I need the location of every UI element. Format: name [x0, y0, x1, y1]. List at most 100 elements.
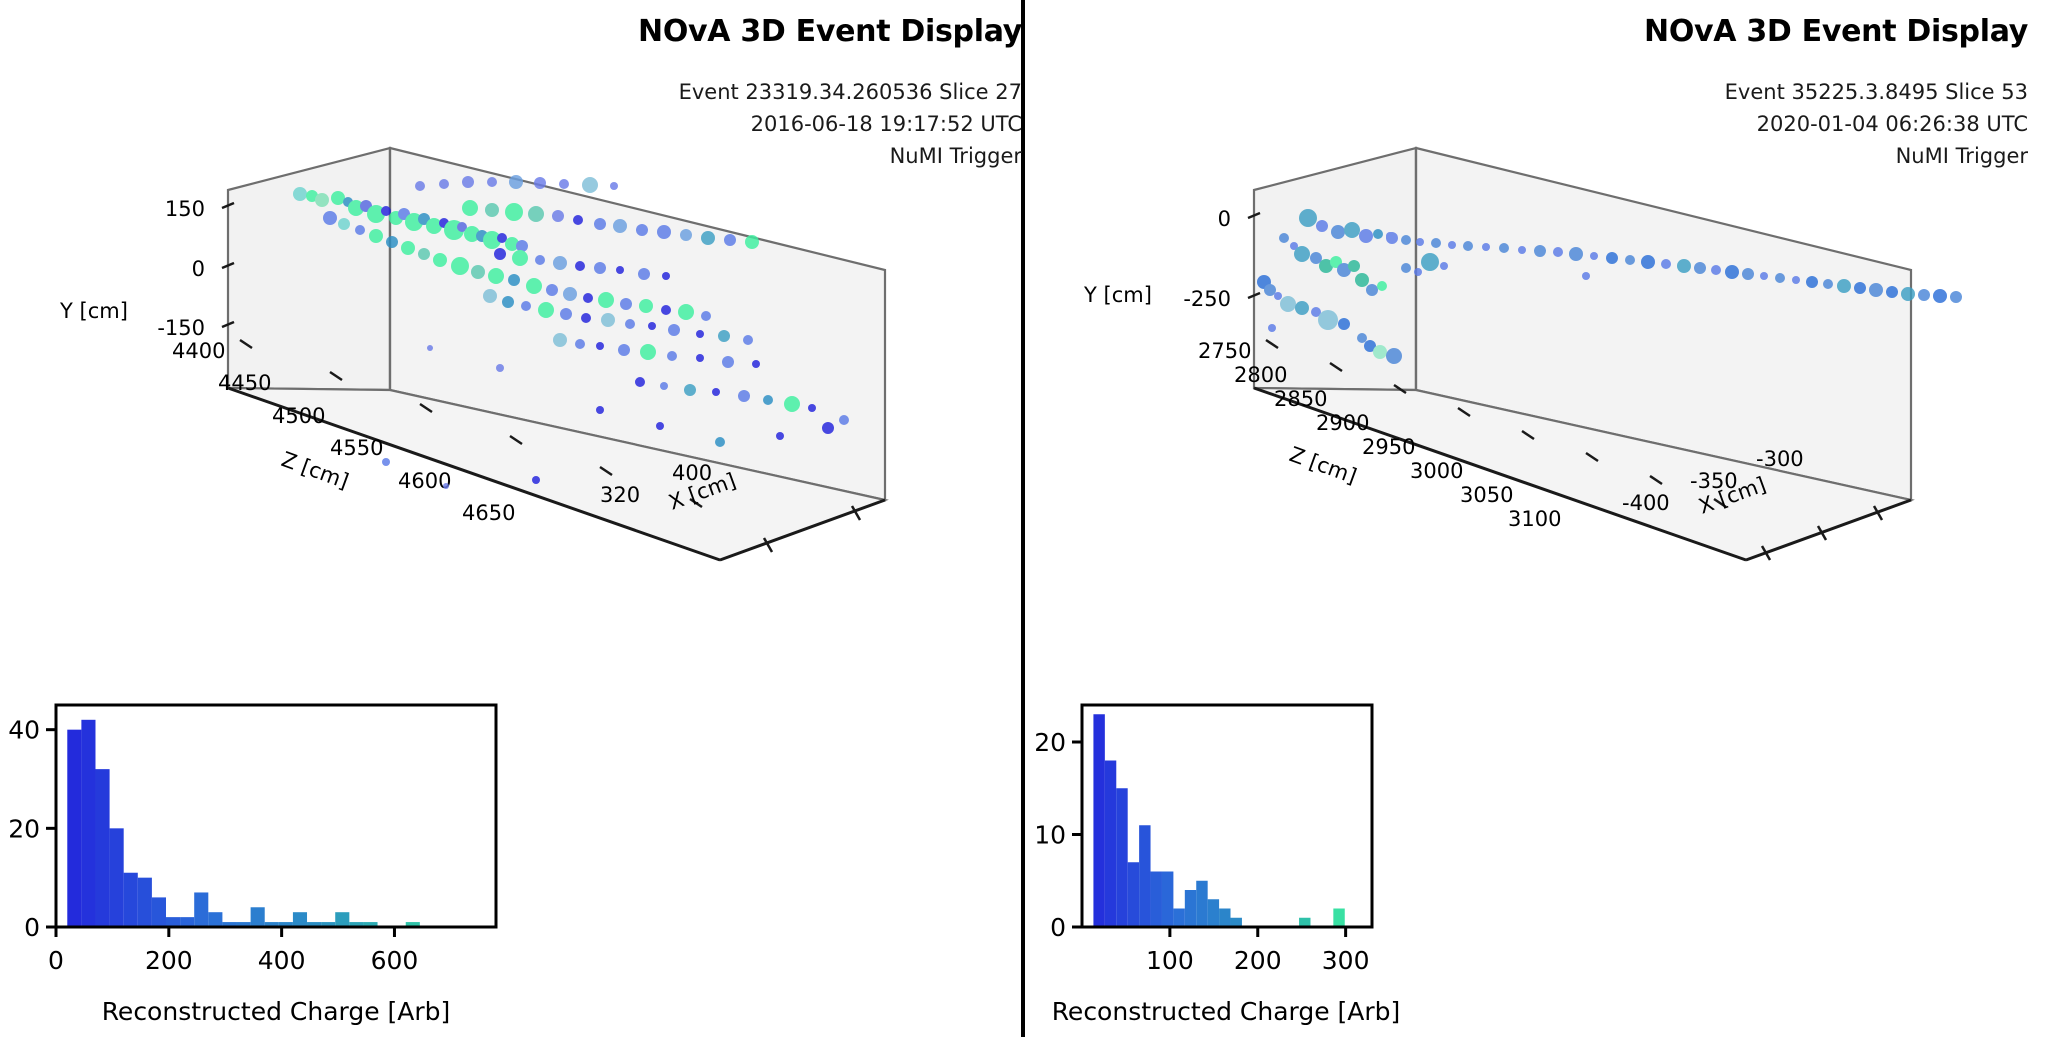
hist-bar: [1196, 880, 1208, 927]
hist-bar: [405, 922, 420, 927]
y-axis-label: Y [cm]: [1083, 283, 1152, 307]
hist-bar: [250, 907, 265, 927]
hist-frame: [54, 703, 498, 929]
hist-frame: [1080, 703, 1374, 929]
hist-y-tick: 0: [1050, 913, 1066, 942]
z-tick-1: 4450: [218, 371, 271, 395]
z-tick-1: 2800: [1234, 363, 1287, 387]
z-tick-0: 4400: [172, 339, 225, 363]
hist-bar: [123, 872, 138, 927]
hist-bar: [1230, 917, 1242, 927]
x-tick-2: -300: [1756, 447, 1804, 471]
hist-bar: [349, 922, 364, 927]
x-tick-0: 320: [600, 483, 640, 507]
hist-y-axis-left: 0 20 40: [8, 716, 56, 942]
hist-bar: [1116, 788, 1128, 927]
z-tick-4: 2950: [1362, 435, 1415, 459]
hist-x-tick: 200: [1234, 946, 1282, 975]
hist-x-tick: 0: [48, 946, 64, 975]
z-tick-3: 4550: [330, 436, 383, 460]
hist-bar: [1173, 908, 1185, 927]
z-tick-2: 4500: [272, 404, 325, 428]
hist-bar: [109, 828, 124, 927]
hist-bar: [1207, 899, 1220, 927]
z-axis: 2750 2800 2850 2900 2950 3000 3050 3100 …: [1198, 338, 1747, 562]
hist-bar: [1219, 908, 1231, 927]
hist-x-axis-left: 0 200 400 600: [48, 927, 418, 975]
z-tick-6: 3050: [1460, 483, 1513, 507]
hist-bar: [307, 922, 322, 927]
hist-bar: [222, 922, 237, 927]
hist-bar: [1299, 917, 1311, 927]
hist-bar: [363, 922, 378, 927]
z-tick-2: 2850: [1274, 387, 1327, 411]
hist-y-tick: 20: [8, 814, 40, 843]
hist-x-label: Reconstructed Charge [Arb]: [1052, 997, 1401, 1026]
charge-histogram-right[interactable]: 0 10 20 100 200 300 Reconstructed Charge [Ar…: [1026, 690, 2048, 1037]
hist-bar: [1150, 871, 1162, 927]
event-panel-left: NOvA 3D Event Display Event 23319.34.260…: [0, 0, 1022, 1037]
page-title: NOvA 3D Event Display: [1644, 14, 2028, 49]
y-axis-label: Y [cm]: [59, 299, 128, 323]
hist-bar: [1093, 714, 1105, 927]
hist-bar: [208, 912, 223, 927]
hist-y-axis-right: 0 10 20: [1034, 728, 1082, 942]
x-tick-0: -400: [1622, 491, 1670, 515]
hist-bar: [1161, 871, 1174, 927]
x-tick-1: -350: [1690, 469, 1738, 493]
x-tick-1: 400: [672, 461, 712, 485]
hist-bar: [1139, 825, 1151, 927]
event-id-text: Event 23319.34.260536 Slice 27: [678, 80, 1022, 104]
event-panel-right: NOvA 3D Event Display Event 35225.3.8495…: [1026, 0, 2048, 1037]
z-tick-0: 2750: [1198, 339, 1251, 363]
y-tick-1: -250: [1183, 287, 1231, 311]
hit-points: [1257, 209, 1962, 364]
hist-bars-right: [1093, 714, 1345, 927]
trigger-text: NuMI Trigger: [889, 144, 1022, 168]
hist-bar: [151, 897, 166, 927]
y-tick-2: -150: [157, 316, 205, 340]
scatter-3d-right[interactable]: 0 -250 Y [cm] 2750 2800 2850 2900 2950 3: [1026, 90, 2048, 680]
z-axis-label: Z [cm]: [1286, 442, 1359, 488]
hist-bar: [1104, 760, 1117, 927]
panel-divider: [1021, 0, 1025, 1037]
hist-bar: [236, 922, 251, 927]
axes-panes: [1252, 146, 1915, 562]
hist-y-tick: 10: [1034, 821, 1066, 850]
hist-x-tick: 600: [371, 946, 419, 975]
hist-bar: [67, 729, 82, 927]
z-tick-3: 2900: [1316, 411, 1369, 435]
hist-bar: [194, 892, 209, 927]
hist-y-tick: 20: [1034, 728, 1066, 757]
hist-bars-left: [67, 719, 420, 927]
hist-bar: [321, 922, 336, 927]
page-title: NOvA 3D Event Display: [638, 14, 1022, 49]
timestamp-text: 2016-06-18 19:17:52 UTC: [750, 112, 1022, 136]
z-tick-5: 3000: [1410, 459, 1463, 483]
z-tick-5: 4650: [462, 501, 515, 525]
y-axis: 0 -250 Y [cm]: [1083, 207, 1261, 311]
y-tick-0: 150: [165, 197, 205, 221]
y-axis: 150 0 -150 Y [cm]: [59, 197, 235, 340]
hist-x-tick: 200: [145, 946, 193, 975]
hist-bar: [166, 917, 181, 927]
charge-histogram-left[interactable]: 0 20 40 0 200 400 600 Reconstructed Charge [A…: [0, 690, 1022, 1037]
hist-x-tick: 100: [1146, 946, 1194, 975]
hist-x-axis-right: 100 200 300: [1146, 927, 1369, 975]
hist-bar: [278, 922, 293, 927]
hist-x-tick: 400: [258, 946, 306, 975]
hist-y-tick: 40: [8, 716, 40, 745]
z-tick-7: 3100: [1508, 507, 1561, 531]
hist-bar: [81, 719, 96, 927]
y-tick-0: 0: [1218, 207, 1231, 231]
hist-bar: [180, 917, 195, 927]
hit-points: [293, 175, 849, 489]
hist-bar: [292, 912, 308, 927]
hist-bar: [335, 912, 350, 927]
hist-y-tick: 0: [24, 913, 40, 942]
hist-bar: [264, 922, 279, 927]
hist-bar: [1184, 890, 1197, 927]
trigger-text: NuMI Trigger: [1895, 144, 2028, 168]
timestamp-text: 2020-01-04 06:26:38 UTC: [1756, 112, 2028, 136]
scatter-3d-left[interactable]: 150 0 -150 Y [cm] 4400 4450 4500 4550 46…: [0, 90, 1022, 680]
